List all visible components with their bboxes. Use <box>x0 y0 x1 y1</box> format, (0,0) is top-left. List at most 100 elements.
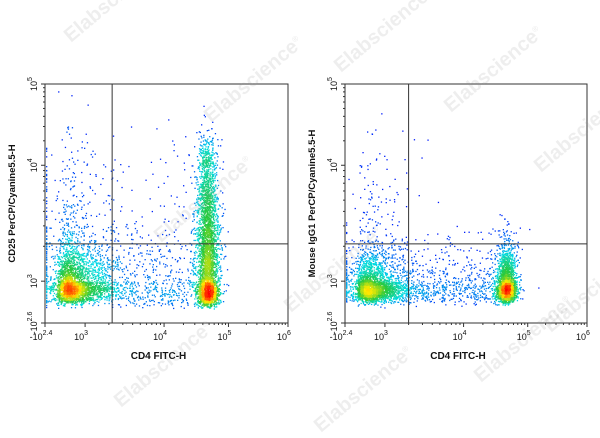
event-dot <box>206 290 208 292</box>
event-dot <box>213 297 215 299</box>
event-dot <box>205 238 207 240</box>
event-dot <box>220 275 222 277</box>
event-dot <box>86 271 88 273</box>
event-dot <box>110 291 113 293</box>
event-dot <box>200 269 203 272</box>
event-dot <box>107 291 109 293</box>
event-dot <box>211 274 213 276</box>
event-dot <box>63 273 66 276</box>
event-dot <box>115 281 117 283</box>
event-dot <box>221 249 224 251</box>
event-dot <box>125 295 127 297</box>
event-dot <box>46 267 48 270</box>
event-dot <box>68 259 70 261</box>
event-dot <box>210 269 212 272</box>
event-dot <box>208 269 210 271</box>
event-dot <box>59 239 62 242</box>
event-dot <box>207 280 209 282</box>
event-dot <box>74 299 76 301</box>
event-dot <box>63 228 66 230</box>
event-dot <box>70 227 73 229</box>
event-dot <box>104 279 107 281</box>
event-dot <box>88 286 91 289</box>
event-dot <box>197 238 199 240</box>
event-dot <box>212 300 214 303</box>
event-dot <box>213 280 215 282</box>
event-dot <box>66 292 68 294</box>
event-dot <box>64 270 66 273</box>
event-dot <box>62 290 64 292</box>
event-dot <box>220 292 222 294</box>
event-dot <box>65 274 67 276</box>
event-dot <box>57 278 59 280</box>
event-dot <box>198 282 200 284</box>
event-dot <box>203 303 205 305</box>
event-dot <box>209 262 211 264</box>
event-dot <box>99 262 101 264</box>
event-dot <box>55 246 58 248</box>
event-dot <box>91 235 93 237</box>
event-dot <box>200 302 202 304</box>
event-dot <box>46 252 48 254</box>
event-dot <box>203 296 206 299</box>
event-dot <box>93 293 95 295</box>
event-dot <box>210 269 212 271</box>
event-dot <box>202 251 204 253</box>
event-dot <box>90 257 93 259</box>
event-dot <box>64 300 66 303</box>
event-dot <box>61 282 64 284</box>
event-dot <box>196 290 199 293</box>
event-dot <box>149 276 151 278</box>
event-dot <box>215 299 218 302</box>
event-dot <box>204 292 206 294</box>
event-dot <box>213 200 215 203</box>
event-dot <box>57 240 60 242</box>
event-dot <box>91 256 94 259</box>
event-dot <box>199 293 201 295</box>
event-dot <box>72 268 74 270</box>
event-dot <box>79 254 81 256</box>
event-dot <box>102 273 104 275</box>
event-dot <box>63 271 65 273</box>
event-dot <box>216 297 218 299</box>
event-dot <box>97 274 99 276</box>
event-dot <box>46 283 48 285</box>
event-dot <box>205 276 207 278</box>
event-dot <box>201 287 203 289</box>
event-dot <box>214 248 216 250</box>
event-dot <box>59 250 61 253</box>
event-dot <box>46 259 48 261</box>
event-dot <box>65 277 67 279</box>
event-dot <box>99 282 101 284</box>
event-dot <box>92 275 94 277</box>
event-dot <box>70 295 72 297</box>
event-dot <box>198 286 201 288</box>
event-dot <box>46 242 48 244</box>
event-dot <box>129 259 131 261</box>
event-dot <box>209 258 211 260</box>
event-dot <box>87 272 89 275</box>
event-dot <box>213 305 215 308</box>
event-dot <box>210 283 212 285</box>
event-dot <box>217 275 219 277</box>
event-dot <box>90 239 93 242</box>
event-dot <box>173 280 175 282</box>
event-dot <box>206 285 208 287</box>
event-dot <box>214 282 216 285</box>
event-dot <box>66 277 68 279</box>
event-dot <box>67 250 69 253</box>
event-dot <box>212 260 214 262</box>
event-dot <box>76 300 78 303</box>
event-dot <box>83 283 85 286</box>
event-dot <box>190 250 192 253</box>
event-dot <box>198 286 200 288</box>
event-dot <box>196 228 198 230</box>
event-dot <box>77 241 79 243</box>
event-dot <box>79 283 81 285</box>
event-dot <box>93 303 95 305</box>
event-dot <box>79 288 81 290</box>
event-dot <box>68 239 70 242</box>
event-dot <box>74 226 76 228</box>
event-dot <box>212 262 214 264</box>
event-dot <box>46 306 48 309</box>
